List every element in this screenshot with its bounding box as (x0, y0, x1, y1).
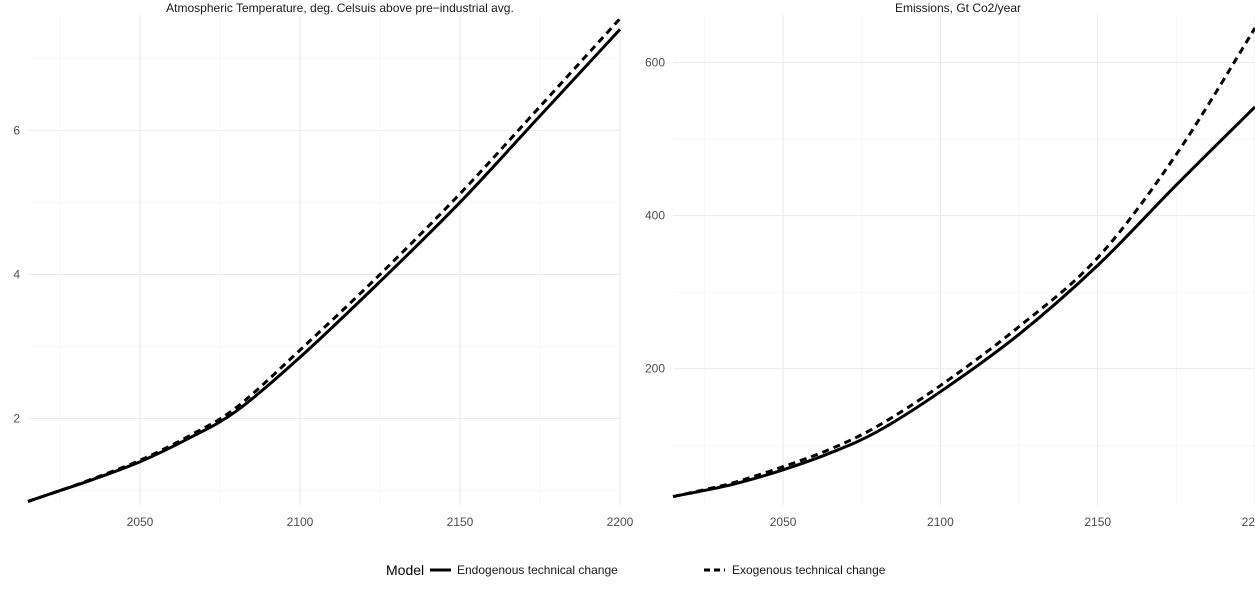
temperature-title: Atmospheric Temperature, deg. Celsuis ab… (166, 1, 514, 15)
emissions-x-tick-label: 2050 (770, 515, 797, 529)
temperature-series-endogenous (27, 28, 622, 503)
temperature-x-tick-label: 2100 (287, 515, 314, 529)
emissions-x-tick-label: 2200 (1242, 515, 1255, 529)
temperature-y-tick-label: 4 (13, 267, 20, 281)
emissions-series-exogenous (672, 27, 1255, 499)
temperature-x-tick-label: 2150 (447, 515, 474, 529)
legend: Model Endogenous technical change Exogen… (386, 562, 886, 578)
emissions-y-tick-label: 400 (645, 209, 665, 223)
emissions-panel: Emissions, Gt Co2/year 2050 2100 2150 2200 20… (645, 1, 1255, 529)
emissions-series-endogenous (672, 105, 1255, 499)
emissions-y-tick-label: 200 (645, 362, 665, 376)
emissions-title: Emissions, Gt Co2/year (895, 1, 1021, 15)
emissions-x-tick-label: 2100 (927, 515, 954, 529)
legend-title: Model (386, 562, 424, 578)
temperature-y-tick-label: 6 (13, 123, 20, 137)
temperature-y-tick-label: 2 (13, 412, 20, 426)
emissions-y-tick-label: 600 (645, 55, 665, 69)
temperature-series-exogenous (27, 17, 622, 503)
temperature-panel: Atmospheric Temperature, deg. Celsuis ab… (13, 1, 633, 529)
legend-label-exogenous: Exogenous technical change (732, 563, 886, 577)
legend-label-endogenous: Endogenous technical change (457, 563, 618, 577)
emissions-x-tick-label: 2150 (1084, 515, 1111, 529)
temperature-x-tick-label: 2200 (607, 515, 634, 529)
temperature-x-tick-label: 2050 (127, 515, 154, 529)
